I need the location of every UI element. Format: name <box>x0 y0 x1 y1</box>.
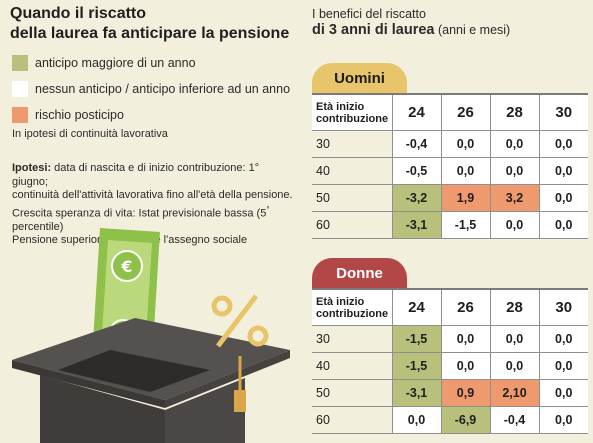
page-title: Quando il riscatto della laurea fa antic… <box>10 4 300 44</box>
title-line-2: della laurea fa anticipare la pensione <box>10 25 290 42</box>
hypothesis-line-3-sup: ° <box>266 204 270 214</box>
graduation-cap-icon <box>12 318 290 443</box>
value-cell: 0,0 <box>538 157 588 185</box>
hypothesis-block: Ipotesi: data di nascita e di inizio con… <box>12 162 297 248</box>
age-header: 30 <box>538 93 588 131</box>
age-header: 24 <box>391 288 442 326</box>
table-row: 60 -3,1 -1,5 0,0 0,0 <box>312 211 588 239</box>
start-age-cell: 60 <box>312 211 393 239</box>
value-cell: -1,5 <box>391 325 442 353</box>
value-cell: 0,0 <box>391 406 442 434</box>
value-cell: 1,9 <box>440 184 491 212</box>
legend-item-anticipo: anticipo maggiore di un anno <box>12 53 196 73</box>
hypothesis-line-3b: percentile) <box>12 220 64 233</box>
value-cell: 0,0 <box>538 130 588 158</box>
value-cell: 0,0 <box>538 184 588 212</box>
age-header: 26 <box>440 288 491 326</box>
start-age-cell: 30 <box>312 325 393 353</box>
legend-swatch-orange <box>12 107 28 123</box>
legend-label: rischio posticipo <box>35 108 124 122</box>
benefits-title-suffix: (anni e mesi) <box>434 23 511 37</box>
hypothesis-label: Ipotesi: <box>12 162 52 174</box>
start-age-header: Età inizio contribuzione <box>312 288 393 326</box>
age-header: 30 <box>538 288 588 326</box>
value-cell: 0,0 <box>489 130 540 158</box>
value-cell: 0,0 <box>538 406 588 434</box>
table-header-row: Età inizio contribuzione 24 26 28 30 <box>312 93 588 131</box>
start-age-cell: 40 <box>312 157 393 185</box>
value-cell: 0,0 <box>538 211 588 239</box>
graduation-illustration: € € <box>12 228 290 443</box>
hypothesis-line-3a: Crescita speranza di vita: Istat previsi… <box>12 207 267 220</box>
benefits-title-strong: di 3 anni di laurea <box>312 22 435 38</box>
table-row: 60 0,0 -6,9 -0,4 0,0 <box>312 406 588 434</box>
age-header: 24 <box>391 93 442 131</box>
value-cell: 0,0 <box>440 325 491 353</box>
value-cell: 0,0 <box>538 325 588 353</box>
donne-table: Età inizio contribuzione 24 26 28 30 30 -… <box>312 288 588 434</box>
value-cell: 0,0 <box>489 211 540 239</box>
value-cell: 0,0 <box>538 379 588 407</box>
value-cell: -1,5 <box>391 352 442 380</box>
legend-item-nessun-anticipo: nessun anticipo / anticipo inferiore ad … <box>12 79 290 99</box>
value-cell: -6,9 <box>440 406 491 434</box>
title-line-1: Quando il riscatto <box>10 5 147 22</box>
legend-label: nessun anticipo / anticipo inferiore ad … <box>35 82 291 96</box>
legend-swatch-green <box>12 55 28 71</box>
value-cell: 0,0 <box>440 130 491 158</box>
start-age-cell: 50 <box>312 184 393 212</box>
value-cell: 0,0 <box>440 157 491 185</box>
benefits-title-line-1: I benefici del riscatto <box>312 7 426 21</box>
table-row: 30 -0,4 0,0 0,0 0,0 <box>312 130 588 158</box>
value-cell: 0,9 <box>440 379 491 407</box>
value-cell: -0,4 <box>391 130 442 158</box>
value-cell: -3,1 <box>391 211 442 239</box>
table-header-row: Età inizio contribuzione 24 26 28 30 <box>312 288 588 326</box>
legend-item-rischio: rischio posticipo <box>12 105 124 125</box>
table-row: 50 -3,1 0,9 2,10 0,0 <box>312 379 588 407</box>
start-age-cell: 50 <box>312 379 393 407</box>
value-cell: -0,5 <box>391 157 442 185</box>
value-cell: 3,2 <box>489 184 540 212</box>
hypothesis-line-1: data di nascita e di inizio contribuzion… <box>12 162 260 188</box>
percent-icon <box>211 294 269 348</box>
age-header: 26 <box>440 93 491 131</box>
uomini-table: Età inizio contribuzione 24 26 28 30 30 -… <box>312 93 588 239</box>
table-row: 50 -3,2 1,9 3,2 0,0 <box>312 184 588 212</box>
value-cell: -3,1 <box>391 379 442 407</box>
value-cell: 0,0 <box>440 352 491 380</box>
hypothesis-line-2: continuità dell'attività lavorativa fino… <box>12 189 293 201</box>
value-cell: -0,4 <box>489 406 540 434</box>
start-age-cell: 30 <box>312 130 393 158</box>
continuity-note: In ipotesi di continuità lavorativa <box>12 128 168 140</box>
value-cell: 0,0 <box>538 352 588 380</box>
value-cell: -3,2 <box>391 184 442 212</box>
start-age-cell: 40 <box>312 352 393 380</box>
start-age-header: Età inizio contribuzione <box>312 93 393 131</box>
tab-uomini: Uomini <box>312 63 407 93</box>
age-header: 28 <box>489 288 540 326</box>
table-row: 30 -1,5 0,0 0,0 0,0 <box>312 325 588 353</box>
euro-icon: € <box>120 257 132 276</box>
age-header: 28 <box>489 93 540 131</box>
value-cell: 0,0 <box>489 157 540 185</box>
benefits-title: I benefici del riscatto di 3 anni di lau… <box>312 6 592 38</box>
value-cell: 0,0 <box>489 352 540 380</box>
value-cell: -1,5 <box>440 211 491 239</box>
value-cell: 2,10 <box>489 379 540 407</box>
table-row: 40 -1,5 0,0 0,0 0,0 <box>312 352 588 380</box>
tab-donne: Donne <box>312 258 407 288</box>
legend-label: anticipo maggiore di un anno <box>35 56 196 70</box>
legend-swatch-white <box>12 81 28 97</box>
start-age-cell: 60 <box>312 406 393 434</box>
value-cell: 0,0 <box>489 325 540 353</box>
table-row: 40 -0,5 0,0 0,0 0,0 <box>312 157 588 185</box>
